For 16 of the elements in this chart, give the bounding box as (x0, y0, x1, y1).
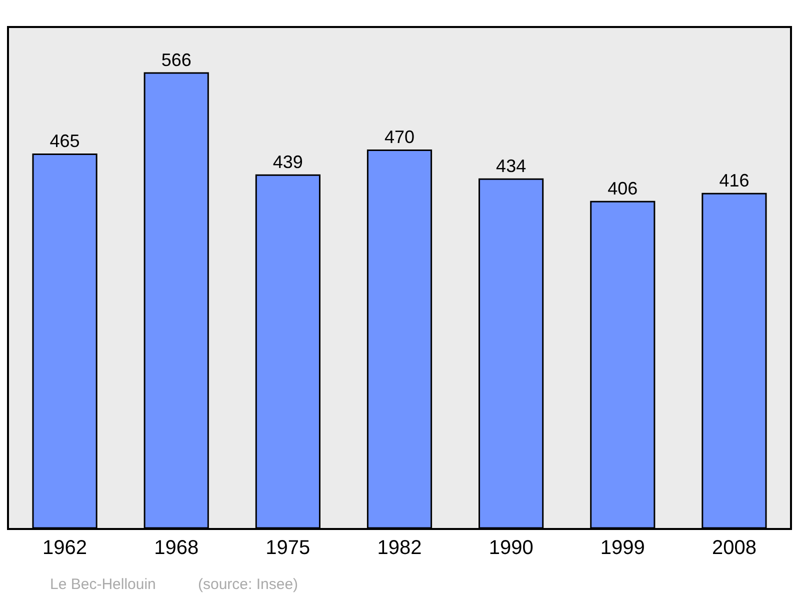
x-tick-label: 1990 (488, 537, 534, 559)
data-label: 566 (161, 50, 192, 70)
x-tick-label: 1975 (266, 537, 310, 559)
data-label: 416 (719, 170, 750, 191)
x-tick-label: 1999 (600, 537, 645, 559)
x-tick-label: 2008 (712, 537, 756, 559)
x-tick-label: 1962 (42, 537, 88, 559)
text: Le Bec-Hellouin (50, 576, 156, 593)
data-label: 470 (384, 127, 415, 148)
x-tick-label: 1982 (377, 537, 422, 559)
text: (source: Insee) (198, 576, 298, 593)
data-label: 465 (50, 131, 80, 152)
data-label: 434 (496, 156, 526, 176)
data-label: 439 (272, 152, 303, 172)
data-label: 406 (608, 178, 638, 199)
x-tick-label: 1968 (154, 537, 199, 559)
